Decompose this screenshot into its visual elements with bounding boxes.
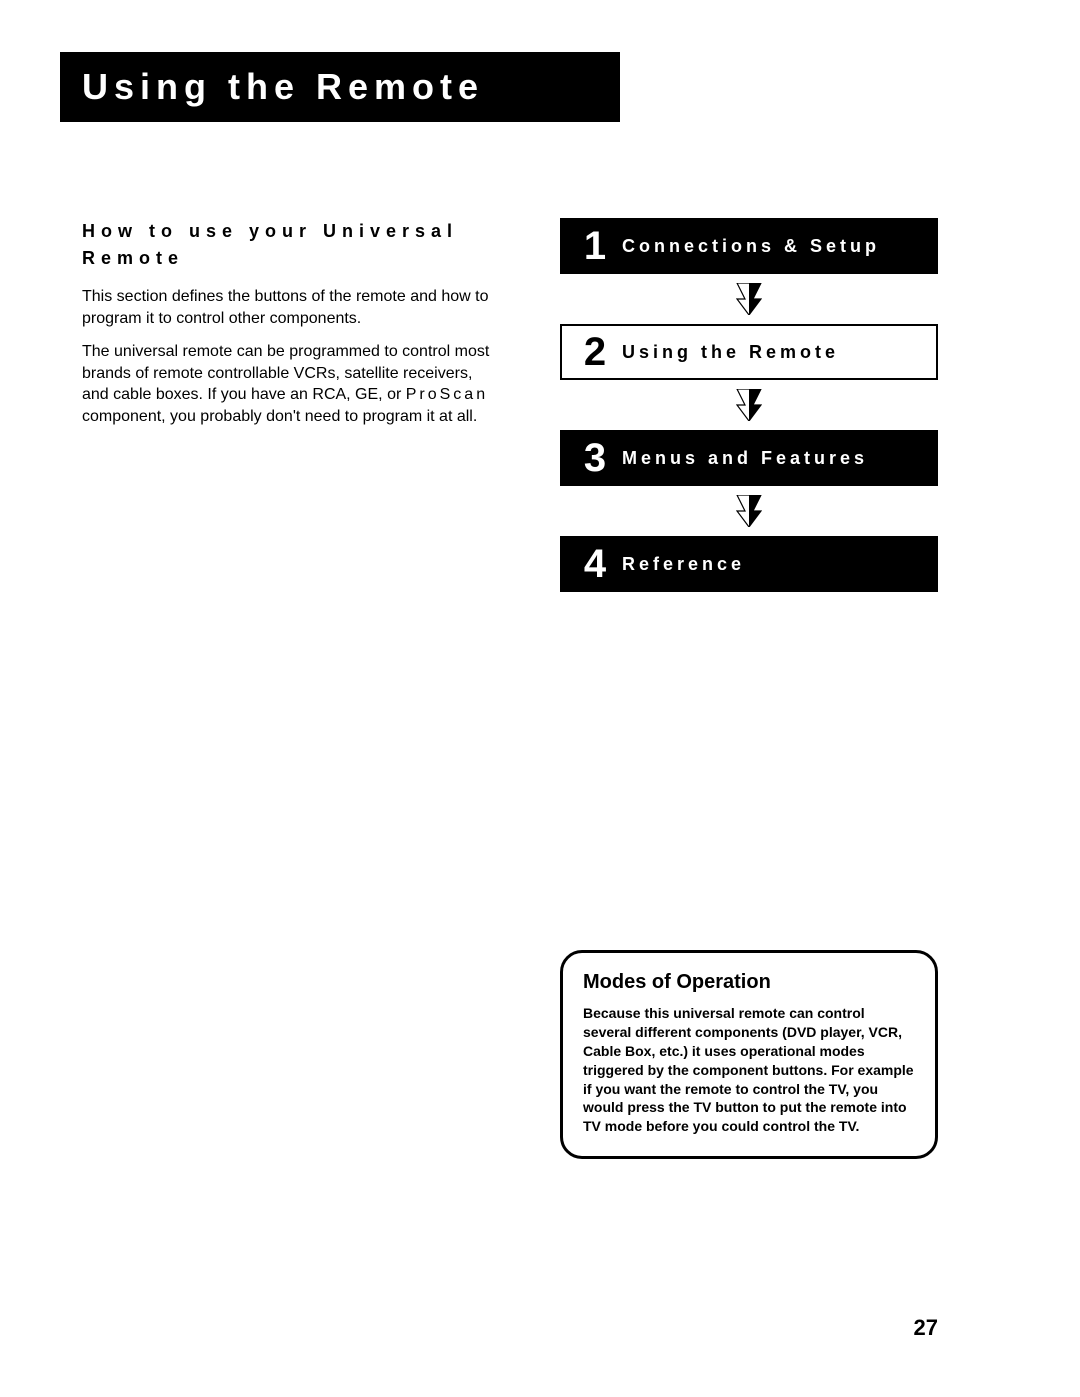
callout-title: Modes of Operation xyxy=(583,971,915,994)
down-arrow-icon xyxy=(560,380,938,430)
page-number: 27 xyxy=(914,1315,938,1341)
nav-step-number: 3 xyxy=(562,436,622,481)
chapter-nav: 1 Connections & Setup 2 Using the Remote… xyxy=(560,218,938,592)
nav-step-number: 2 xyxy=(562,330,622,375)
down-arrow-icon xyxy=(560,274,938,324)
nav-step-label: Connections & Setup xyxy=(622,236,880,257)
nav-step-label: Reference xyxy=(622,554,745,575)
chapter-title-bar: Using the Remote xyxy=(60,52,620,122)
nav-step-label: Using the Remote xyxy=(622,342,839,363)
brand-name: ProScan xyxy=(406,386,488,403)
section-heading: How to use your Universal Remote xyxy=(82,218,490,272)
chapter-title: Using the Remote xyxy=(82,66,484,108)
nav-step-number: 1 xyxy=(562,224,622,269)
down-arrow-icon xyxy=(560,486,938,536)
callout-modes-of-operation: Modes of Operation Because this universa… xyxy=(560,950,938,1159)
callout-body: Because this universal remote can contro… xyxy=(583,1004,915,1136)
nav-step-number: 4 xyxy=(562,542,622,587)
section-paragraph-1: This section defines the buttons of the … xyxy=(82,286,490,329)
section-paragraph-2: The universal remote can be programmed t… xyxy=(82,341,490,427)
nav-step-menus-and-features: 3 Menus and Features xyxy=(560,430,938,486)
nav-step-label: Menus and Features xyxy=(622,448,868,469)
nav-step-reference: 4 Reference xyxy=(560,536,938,592)
paragraph-2-part-b: component, you probably don't need to pr… xyxy=(82,408,477,425)
nav-step-using-the-remote: 2 Using the Remote xyxy=(560,324,938,380)
left-column: How to use your Universal Remote This se… xyxy=(82,218,490,440)
nav-step-connections-setup: 1 Connections & Setup xyxy=(560,218,938,274)
